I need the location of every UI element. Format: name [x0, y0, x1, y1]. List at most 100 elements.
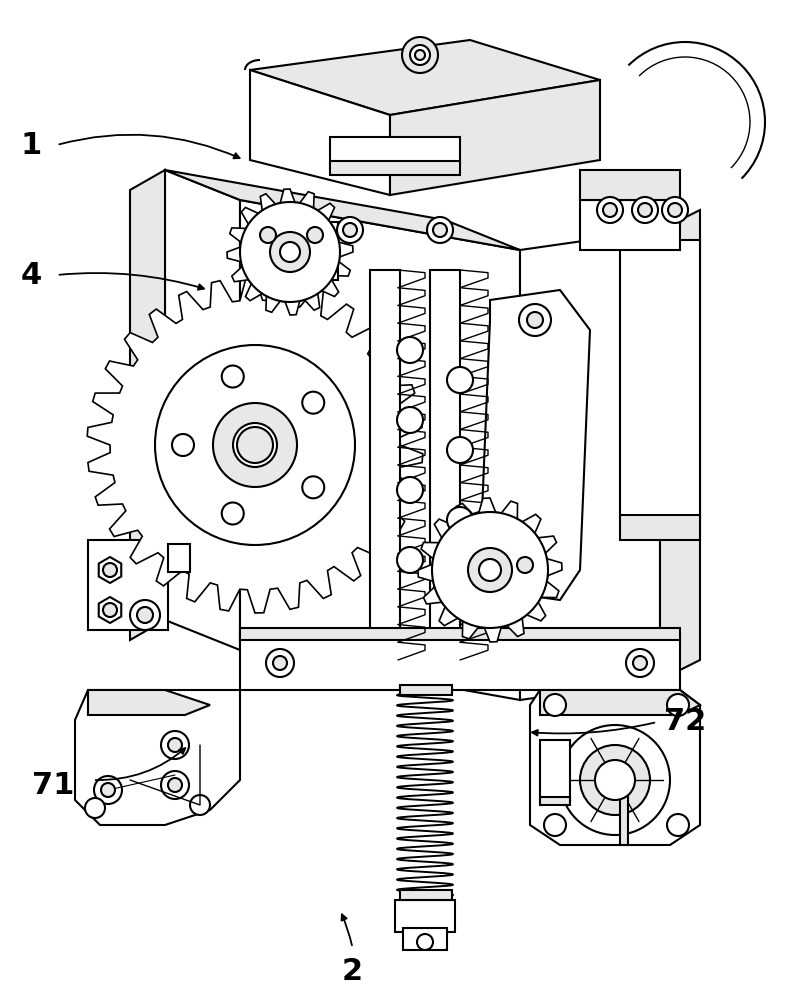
Circle shape: [190, 795, 210, 815]
Circle shape: [240, 202, 340, 302]
Polygon shape: [660, 210, 700, 680]
Circle shape: [397, 407, 423, 433]
Polygon shape: [130, 170, 165, 640]
Bar: [240, 628, 680, 640]
Circle shape: [479, 559, 501, 581]
Circle shape: [626, 649, 654, 677]
Polygon shape: [540, 690, 700, 715]
Circle shape: [280, 242, 300, 262]
Circle shape: [94, 776, 122, 804]
Text: 2: 2: [342, 958, 363, 986]
Bar: [240, 635, 680, 690]
Polygon shape: [480, 290, 590, 600]
Circle shape: [509, 549, 541, 581]
Circle shape: [468, 548, 512, 592]
Circle shape: [427, 217, 453, 243]
Circle shape: [161, 771, 189, 799]
Bar: [580, 200, 680, 250]
Circle shape: [168, 778, 182, 792]
Text: 1: 1: [20, 130, 42, 159]
Circle shape: [307, 227, 323, 243]
Circle shape: [130, 600, 160, 630]
FancyArrowPatch shape: [60, 273, 204, 290]
Circle shape: [155, 345, 355, 545]
Circle shape: [270, 232, 310, 272]
Polygon shape: [88, 690, 210, 715]
Polygon shape: [250, 70, 390, 195]
Circle shape: [137, 607, 153, 623]
Polygon shape: [250, 40, 600, 115]
Circle shape: [560, 725, 670, 835]
Bar: [403, 928, 447, 950]
Circle shape: [213, 403, 297, 487]
Bar: [620, 515, 700, 540]
Polygon shape: [75, 690, 240, 825]
Circle shape: [273, 656, 287, 670]
Polygon shape: [165, 170, 240, 650]
Circle shape: [302, 476, 324, 498]
Polygon shape: [227, 189, 353, 315]
Circle shape: [447, 367, 473, 393]
Polygon shape: [418, 498, 562, 642]
Circle shape: [337, 217, 363, 243]
Circle shape: [101, 783, 115, 797]
Circle shape: [397, 547, 423, 573]
Circle shape: [397, 477, 423, 503]
Circle shape: [103, 603, 117, 617]
Bar: [330, 137, 460, 165]
FancyArrowPatch shape: [342, 914, 352, 945]
Circle shape: [662, 197, 688, 223]
Bar: [168, 544, 190, 572]
Circle shape: [544, 694, 566, 716]
Bar: [400, 685, 452, 695]
Circle shape: [603, 203, 617, 217]
Circle shape: [668, 203, 682, 217]
Circle shape: [433, 223, 447, 237]
Circle shape: [633, 656, 647, 670]
Bar: [395, 900, 455, 932]
Circle shape: [402, 37, 438, 73]
Circle shape: [632, 197, 658, 223]
Circle shape: [415, 50, 425, 60]
Circle shape: [168, 738, 182, 752]
Bar: [580, 170, 680, 200]
Bar: [540, 740, 570, 800]
Circle shape: [260, 227, 276, 243]
Circle shape: [667, 814, 689, 836]
Circle shape: [222, 366, 244, 388]
Bar: [620, 780, 628, 845]
Circle shape: [432, 512, 548, 628]
FancyArrowPatch shape: [532, 723, 655, 736]
FancyArrowPatch shape: [96, 748, 185, 780]
Polygon shape: [520, 230, 660, 700]
Text: 71: 71: [32, 770, 75, 800]
Circle shape: [580, 745, 650, 815]
Circle shape: [517, 557, 533, 573]
Circle shape: [410, 45, 430, 65]
Circle shape: [597, 197, 623, 223]
Bar: [400, 890, 452, 900]
Bar: [540, 797, 570, 805]
Circle shape: [595, 760, 635, 800]
Polygon shape: [240, 200, 520, 700]
Circle shape: [343, 223, 357, 237]
Circle shape: [302, 392, 324, 414]
Polygon shape: [165, 170, 520, 250]
Circle shape: [417, 934, 433, 950]
Circle shape: [447, 507, 473, 533]
Polygon shape: [390, 80, 600, 195]
Circle shape: [638, 203, 652, 217]
Circle shape: [266, 649, 294, 677]
Circle shape: [222, 502, 244, 524]
Polygon shape: [530, 690, 700, 845]
Circle shape: [172, 434, 194, 456]
Circle shape: [237, 427, 273, 463]
Circle shape: [161, 731, 189, 759]
Polygon shape: [87, 277, 423, 613]
FancyArrowPatch shape: [59, 135, 239, 158]
Circle shape: [85, 798, 105, 818]
Bar: [370, 270, 400, 660]
Bar: [430, 270, 460, 660]
Bar: [310, 222, 338, 280]
Bar: [88, 540, 168, 630]
